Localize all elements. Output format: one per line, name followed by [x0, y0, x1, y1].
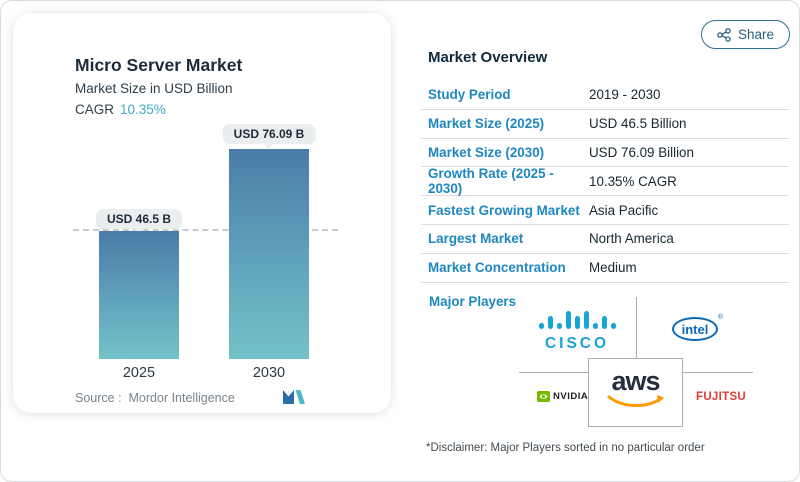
major-players-label: Major Players [429, 294, 517, 309]
chart-card: Micro Server Market Market Size in USD B… [13, 13, 391, 413]
row-value: USD 76.09 Billion [589, 144, 694, 160]
overview-table: Study Period 2019 - 2030 Market Size (20… [421, 81, 789, 283]
table-row-market-size-2030: Market Size (2030) USD 76.09 Billion [421, 139, 789, 168]
nvidia-eye-icon [537, 391, 550, 402]
intel-logo: intel ® [672, 314, 723, 341]
fujitsu-wordmark: FUJITSU [696, 391, 747, 403]
players-divider-vertical [636, 297, 637, 358]
share-label: Share [738, 27, 775, 42]
table-row-growth-rate: Growth Rate (2025 - 2030) 10.35% CAGR [421, 166, 789, 197]
fujitsu-logo: FUJITSU [696, 391, 746, 403]
chart-subtitle: Market Size in USD Billion [75, 81, 233, 96]
intel-wordmark: intel [681, 321, 709, 337]
table-row-fastest-growing-market: Fastest Growing Market Asia Pacific [421, 196, 789, 225]
source-line: Source : Mordor Intelligence [75, 391, 235, 405]
nvidia-wordmark: NVIDIA [553, 391, 589, 402]
aws-wordmark: aws [611, 366, 660, 396]
mordor-intelligence-logo-icon [283, 390, 305, 404]
share-icon [717, 27, 731, 42]
players-divider-horizontal-left [519, 372, 588, 373]
cisco-logo: CISCO [532, 310, 622, 353]
overview-title: Market Overview [428, 49, 548, 66]
chart-cagr: CAGR 10.35% [75, 102, 166, 117]
aws-smile-icon [607, 395, 664, 407]
row-label: Fastest Growing Market [428, 202, 580, 218]
row-value: Medium [589, 260, 637, 276]
axis-label-2030: 2030 [252, 365, 286, 381]
row-value: North America [589, 231, 674, 247]
bar-value-label-2025: USD 46.5 B [95, 209, 183, 234]
row-label: Largest Market [428, 231, 524, 247]
disclaimer-text: *Disclaimer: Major Players sorted in no … [426, 442, 705, 454]
row-value: Asia Pacific [589, 202, 659, 218]
source-label: Source : [75, 391, 122, 405]
bar-value-text: USD 76.09 B [233, 127, 305, 141]
players-divider-horizontal-right [683, 372, 753, 373]
cagr-value: 10.35% [120, 102, 166, 117]
cisco-bars-icon [538, 311, 616, 329]
row-value: 2019 - 2030 [589, 87, 661, 103]
source-value: Mordor Intelligence [128, 391, 235, 405]
table-row-market-size-2025: Market Size (2025) USD 46.5 Billion [421, 110, 789, 139]
chart-title: Micro Server Market [75, 55, 243, 75]
axis-label-2025: 2025 [122, 365, 156, 381]
share-button[interactable]: Share [701, 20, 791, 49]
row-value: USD 46.5 Billion [589, 116, 687, 132]
cagr-label: CAGR [75, 102, 115, 117]
bar-2030[interactable] [229, 149, 309, 359]
aws-logo: aws [588, 358, 683, 427]
bar-2025[interactable] [99, 230, 179, 359]
table-row-largest-market: Largest Market North America [421, 225, 789, 254]
cisco-wordmark: CISCO [544, 335, 610, 352]
registered-mark: ® [717, 314, 723, 321]
table-row-study-period: Study Period 2019 - 2030 [421, 81, 789, 110]
bar-value-label-2030: USD 76.09 B [222, 124, 316, 149]
reference-dashed-line [73, 229, 338, 231]
row-label: Market Size (2025) [428, 116, 545, 132]
row-label: Study Period [428, 87, 511, 103]
row-label: Market Size (2030) [428, 144, 545, 160]
bar-value-text: USD 46.5 B [106, 212, 172, 226]
row-label: Growth Rate (2025 - 2030) [428, 166, 554, 197]
table-row-market-concentration: Market Concentration Medium [421, 254, 789, 283]
nvidia-logo: NVIDIA [537, 391, 588, 402]
row-label: Market Concentration [428, 260, 566, 276]
row-value: 10.35% CAGR [589, 173, 677, 189]
